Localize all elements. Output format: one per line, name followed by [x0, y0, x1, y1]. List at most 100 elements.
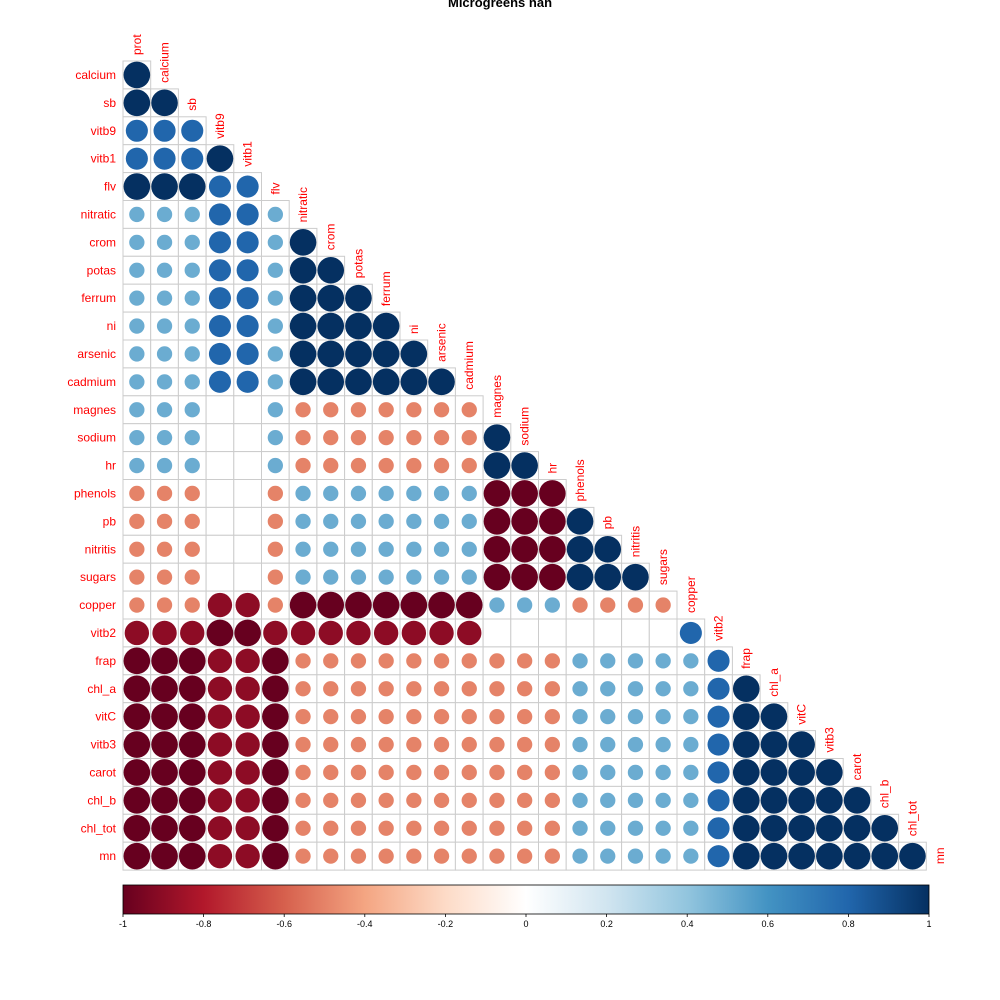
- correlation-circle: [600, 597, 616, 613]
- correlation-circle: [236, 342, 259, 365]
- correlation-circle: [323, 569, 339, 585]
- correlation-circle: [622, 563, 649, 591]
- correlation-circle: [323, 848, 339, 864]
- correlation-circle: [461, 541, 477, 557]
- correlation-circle: [156, 541, 173, 557]
- correlation-circle: [178, 703, 206, 730]
- correlation-circle: [153, 147, 176, 170]
- correlation-circle: [129, 485, 145, 502]
- correlation-circles: [123, 61, 926, 870]
- correlation-circle: [289, 284, 317, 312]
- correlation-circle: [378, 485, 394, 502]
- correlation-circle: [406, 792, 422, 808]
- row-label: flv: [104, 180, 116, 194]
- correlation-circle: [511, 563, 538, 591]
- row-label: phenols: [74, 486, 116, 500]
- row-label: crom: [89, 235, 116, 249]
- correlation-circle: [262, 814, 289, 842]
- correlation-circle: [378, 402, 394, 418]
- correlation-circle: [350, 820, 367, 836]
- correlation-circle: [816, 814, 843, 842]
- correlation-circle: [262, 787, 289, 814]
- correlation-circle: [378, 709, 394, 725]
- correlation-circle: [594, 563, 622, 591]
- correlation-circle: [295, 513, 311, 529]
- correlation-circle: [627, 709, 644, 725]
- correlation-circle: [372, 340, 400, 368]
- correlation-circle: [208, 259, 231, 282]
- correlation-circle: [707, 705, 730, 728]
- correlation-circle: [871, 842, 899, 870]
- correlation-circle: [317, 256, 345, 284]
- correlation-circle: [151, 814, 178, 842]
- correlation-circle: [489, 653, 505, 669]
- correlation-circle: [400, 591, 428, 619]
- correlation-circle: [378, 653, 394, 669]
- correlation-circle: [235, 676, 260, 701]
- correlation-circle: [433, 792, 450, 808]
- correlation-circle: [707, 761, 730, 784]
- correlation-circle: [627, 848, 644, 864]
- correlation-circle: [129, 374, 145, 390]
- correlation-circle: [295, 848, 311, 864]
- correlation-circle: [433, 709, 450, 725]
- correlation-circle: [235, 816, 260, 841]
- correlation-circle: [428, 591, 455, 619]
- colorbar-tick-label: 0.6: [762, 919, 775, 929]
- correlation-circle: [323, 541, 339, 557]
- colorbar-tick-label: 0.2: [600, 919, 613, 929]
- correlation-circle: [184, 541, 200, 557]
- correlation-circle: [123, 647, 151, 675]
- correlation-circle: [683, 848, 699, 864]
- correlation-circle: [295, 653, 311, 669]
- row-labels: calcium sb vitb9 vitb1 flv nitratic crom potas f…: [67, 68, 116, 863]
- correlation-circle: [267, 597, 283, 613]
- correlation-circle: [289, 229, 317, 256]
- correlation-circle: [262, 703, 289, 730]
- correlation-circle: [184, 374, 200, 390]
- correlation-circle: [208, 203, 231, 226]
- grid-cell: [233, 423, 263, 453]
- correlation-circle: [732, 675, 760, 703]
- correlation-circle: [433, 681, 450, 697]
- colorbar-tick-label: -0.6: [276, 919, 292, 929]
- correlation-circle: [318, 620, 343, 646]
- correlation-circle: [544, 848, 560, 864]
- correlation-circle: [153, 119, 176, 142]
- correlation-circle: [323, 457, 339, 474]
- correlation-circle: [511, 452, 538, 479]
- correlation-circle: [236, 315, 259, 338]
- correlation-circle: [489, 848, 505, 864]
- correlation-circle: [207, 816, 233, 841]
- correlation-circle: [295, 792, 311, 808]
- correlation-circle: [295, 569, 311, 585]
- correlation-circle: [539, 480, 566, 507]
- correlation-circle: [208, 315, 231, 338]
- correlation-circle: [461, 764, 477, 781]
- correlation-circle: [234, 619, 261, 647]
- correlation-circle: [679, 621, 702, 644]
- correlation-circle: [323, 820, 339, 836]
- correlation-circle: [400, 368, 428, 396]
- correlation-circle: [129, 346, 145, 362]
- correlation-circle: [517, 792, 533, 808]
- correlation-circle: [433, 541, 450, 557]
- correlation-circle: [378, 764, 394, 781]
- correlation-circle: [156, 430, 173, 446]
- correlation-circle: [350, 681, 367, 697]
- correlation-circle: [572, 736, 588, 753]
- correlation-circle: [262, 731, 289, 758]
- column-label: hr: [545, 463, 559, 474]
- correlation-circle: [129, 234, 145, 251]
- correlation-circle: [788, 842, 815, 870]
- correlation-circle: [235, 843, 260, 869]
- correlation-circle: [816, 842, 843, 870]
- correlation-circle: [483, 424, 511, 451]
- correlation-circle: [323, 681, 339, 697]
- grid-cell: [593, 618, 623, 648]
- correlation-circle: [207, 704, 233, 729]
- row-label: mn: [99, 849, 116, 863]
- correlation-circle: [125, 147, 148, 170]
- correlation-circle: [129, 513, 145, 529]
- grid-cell: [510, 813, 539, 843]
